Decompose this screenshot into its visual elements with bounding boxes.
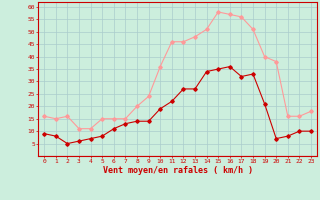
X-axis label: Vent moyen/en rafales ( km/h ): Vent moyen/en rafales ( km/h ) (103, 166, 252, 175)
